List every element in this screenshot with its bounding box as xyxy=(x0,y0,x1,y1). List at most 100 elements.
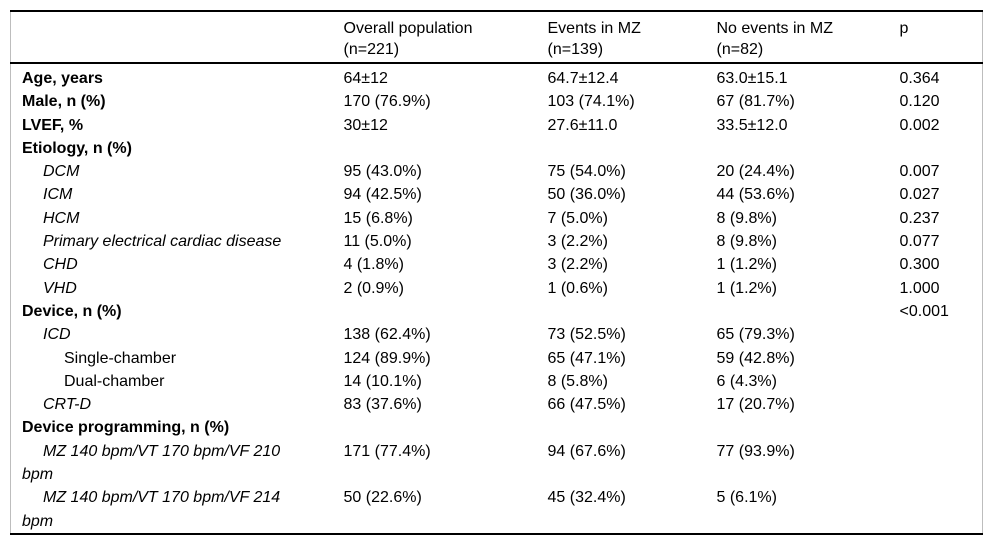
row-label: Device, n (%) xyxy=(22,302,122,320)
header-row: Overall population (n=221) Events in MZ … xyxy=(10,11,983,64)
cell-no-events-in-mz: 59 (42.8%) xyxy=(716,349,795,367)
table-row: Single-chamber 124 (89.9%) 65 (47.1%) 59… xyxy=(11,347,983,370)
row-label: ICM xyxy=(43,186,73,204)
table-row: Device programming, n (%) xyxy=(11,416,983,439)
cell-events-in-mz: 8 (5.8%) xyxy=(547,372,608,390)
cell-no-events-in-mz xyxy=(717,300,900,323)
table-body: Age, years 64±12 64.7±12.4 63.0±15.1 0.3… xyxy=(11,63,983,534)
cell-p-value xyxy=(900,347,983,370)
cell-overall-population: 95 (43.0%) xyxy=(343,163,422,181)
row-label: HCM xyxy=(43,209,80,227)
table-row: MZ 140 bpm/VT 170 bpm/VF 210 bpm 171 (77… xyxy=(11,440,983,487)
cell-no-events-in-mz: 8 (9.8%) xyxy=(716,233,777,251)
table-row: VHD 2 (0.9%) 1 (0.6%) 1 (1.2%) 1.000 xyxy=(11,277,983,300)
cell-p-value: 0.300 xyxy=(899,256,940,274)
table-row: Dual-chamber 14 (10.1%) 8 (5.8%) 6 (4.3%… xyxy=(11,370,983,393)
cell-p-value: 1.000 xyxy=(899,279,940,297)
cell-no-events-in-mz: 33.5±12.0 xyxy=(716,116,788,134)
row-label: Age, years xyxy=(22,70,103,87)
row-label: LVEF, % xyxy=(22,116,84,134)
cell-overall-population: 15 (6.8%) xyxy=(343,209,413,227)
table-row: CRT-D 83 (37.6%) 66 (47.5%) 17 (20.7%) xyxy=(11,393,983,416)
cell-no-events-in-mz: 44 (53.6%) xyxy=(716,186,795,204)
cell-no-events-in-mz: 17 (20.7%) xyxy=(716,396,795,414)
header-overall-population: Overall population (n=221) xyxy=(343,11,548,64)
row-label: CRT-D xyxy=(43,396,92,414)
cell-no-events-in-mz: 63.0±15.1 xyxy=(716,70,788,87)
header-noevents-title: No events in MZ xyxy=(716,20,833,37)
table-row: ICD 138 (62.4%) 73 (52.5%) 65 (79.3%) xyxy=(11,323,983,346)
table-row: Primary electrical cardiac disease 11 (5… xyxy=(11,230,983,253)
cell-events-in-mz: 50 (36.0%) xyxy=(547,186,626,204)
cell-events-in-mz xyxy=(548,416,717,439)
cell-p-value xyxy=(900,323,983,346)
cell-events-in-mz: 65 (47.1%) xyxy=(547,349,626,367)
header-overall-n: (n=221) xyxy=(343,41,400,58)
cell-overall-population: 64±12 xyxy=(343,70,388,87)
cell-p-value: <0.001 xyxy=(899,302,949,320)
row-label: Single-chamber xyxy=(64,349,177,367)
cell-overall-population: 50 (22.6%) xyxy=(343,489,422,507)
header-events-title: Events in MZ xyxy=(547,20,641,37)
cell-events-in-mz: 73 (52.5%) xyxy=(547,326,626,344)
cell-no-events-in-mz: 6 (4.3%) xyxy=(716,372,777,390)
cell-p-value xyxy=(900,137,983,160)
table-row: HCM 15 (6.8%) 7 (5.0%) 8 (9.8%) 0.237 xyxy=(11,207,983,230)
cell-events-in-mz: 75 (54.0%) xyxy=(547,163,626,181)
row-label: Primary electrical cardiac disease xyxy=(43,233,282,251)
cell-overall-population: 170 (76.9%) xyxy=(343,93,431,111)
cell-events-in-mz: 94 (67.6%) xyxy=(547,442,626,460)
cell-events-in-mz: 66 (47.5%) xyxy=(547,396,626,414)
cell-no-events-in-mz: 8 (9.8%) xyxy=(716,209,777,227)
cell-events-in-mz: 7 (5.0%) xyxy=(547,209,608,227)
row-label: Dual-chamber xyxy=(64,372,165,390)
cell-overall-population: 30±12 xyxy=(343,116,388,134)
table-row: Etiology, n (%) xyxy=(11,137,983,160)
cell-no-events-in-mz: 77 (93.9%) xyxy=(716,442,795,460)
row-label: Male, n (%) xyxy=(22,93,106,111)
table-row: DCM 95 (43.0%) 75 (54.0%) 20 (24.4%) 0.0… xyxy=(11,160,983,183)
header-no-events-in-mz: No events in MZ (n=82) xyxy=(716,11,900,64)
row-label: DCM xyxy=(43,163,80,181)
cell-p-value xyxy=(900,440,983,487)
cell-overall-population: 171 (77.4%) xyxy=(343,442,431,460)
cell-no-events-in-mz: 67 (81.7%) xyxy=(716,93,795,111)
row-label: Etiology, n (%) xyxy=(22,139,132,157)
cell-no-events-in-mz xyxy=(717,137,900,160)
cell-p-value: 0.077 xyxy=(899,233,940,251)
cell-no-events-in-mz: 20 (24.4%) xyxy=(716,163,795,181)
cell-overall-population: 4 (1.8%) xyxy=(343,256,404,274)
cell-events-in-mz: 27.6±11.0 xyxy=(547,116,618,134)
cell-p-value xyxy=(900,393,983,416)
row-label: MZ 140 bpm/VT 170 bpm/VF 214 bpm xyxy=(22,489,281,530)
cell-overall-population: 2 (0.9%) xyxy=(343,279,404,297)
cell-events-in-mz: 64.7±12.4 xyxy=(547,70,619,87)
row-label: VHD xyxy=(43,279,77,297)
baseline-characteristics-table: Overall population (n=221) Events in MZ … xyxy=(10,10,983,535)
row-label: Device programming, n (%) xyxy=(22,419,230,437)
cell-p-value xyxy=(900,416,983,439)
cell-p-value: 0.364 xyxy=(899,70,940,87)
cell-events-in-mz: 45 (32.4%) xyxy=(547,489,626,507)
cell-overall-population: 138 (62.4%) xyxy=(343,326,431,344)
cell-events-in-mz xyxy=(548,137,717,160)
row-label: MZ 140 bpm/VT 170 bpm/VF 210 bpm xyxy=(22,442,281,484)
cell-p-value xyxy=(900,486,983,534)
cell-p-value: 0.237 xyxy=(899,209,940,227)
cell-overall-population: 124 (89.9%) xyxy=(343,349,431,367)
cell-overall-population xyxy=(344,416,548,439)
cell-p-value: 0.007 xyxy=(899,163,940,181)
table-row: Device, n (%) <0.001 xyxy=(11,300,983,323)
cell-overall-population: 83 (37.6%) xyxy=(343,396,422,414)
header-events-in-mz: Events in MZ (n=139) xyxy=(547,11,717,64)
header-noevents-n: (n=82) xyxy=(716,41,764,58)
table-row: ICM 94 (42.5%) 50 (36.0%) 44 (53.6%) 0.0… xyxy=(11,183,983,206)
cell-p-value xyxy=(900,370,983,393)
table-row: MZ 140 bpm/VT 170 bpm/VF 214 bpm 50 (22.… xyxy=(11,486,983,534)
cell-overall-population xyxy=(344,137,548,160)
cell-overall-population: 11 (5.0%) xyxy=(343,233,412,251)
cell-overall-population: 14 (10.1%) xyxy=(343,372,422,390)
cell-events-in-mz: 103 (74.1%) xyxy=(547,93,635,111)
header-overall-title: Overall population xyxy=(343,20,473,37)
